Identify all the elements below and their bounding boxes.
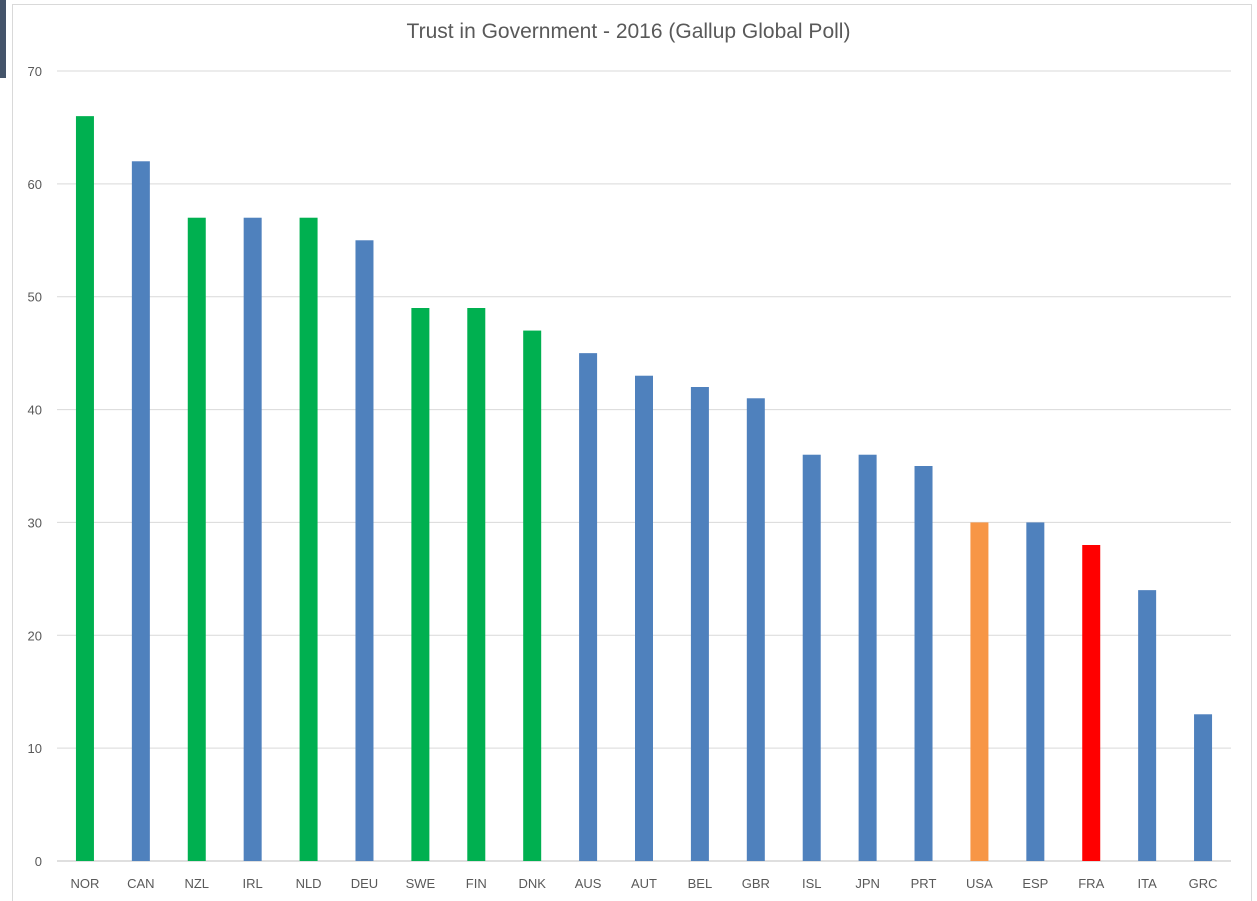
bar-dnk xyxy=(523,330,542,862)
bar-gbr xyxy=(746,398,765,861)
y-tick-label: 30 xyxy=(28,515,42,530)
y-tick-label: 20 xyxy=(28,628,42,643)
x-tick-label: NLD xyxy=(296,876,322,891)
bar-fin xyxy=(467,308,486,861)
x-tick-label: AUS xyxy=(575,876,602,891)
x-tick-label: ESP xyxy=(1022,876,1048,891)
x-tick-label: NZL xyxy=(184,876,209,891)
x-tick-label: NOR xyxy=(71,876,100,891)
y-tick-label: 60 xyxy=(28,177,42,192)
bar-fra xyxy=(1082,545,1101,861)
bar-ita xyxy=(1138,590,1157,861)
x-tick-label: SWE xyxy=(406,876,436,891)
bar-isl xyxy=(802,454,821,861)
chart-title: Trust in Government - 2016 (Gallup Globa… xyxy=(406,20,851,43)
bar-aus xyxy=(579,353,598,861)
x-tick-label: ITA xyxy=(1138,876,1158,891)
bar-bel xyxy=(690,387,709,861)
y-tick-label: 40 xyxy=(28,403,42,418)
bar-nor xyxy=(75,116,94,861)
x-tick-label: BEL xyxy=(688,876,713,891)
x-tick-label: FIN xyxy=(466,876,487,891)
x-tick-label: DNK xyxy=(518,876,546,891)
y-tick-label: 0 xyxy=(35,854,42,869)
bar-nld xyxy=(299,217,318,861)
x-tick-label: ISL xyxy=(802,876,822,891)
x-tick-label: IRL xyxy=(243,876,263,891)
x-axis: NOR CAN NZL IRL NLD DEU SWE FIN DNK AUS AUT BEL GBR I… xyxy=(71,876,1218,891)
x-tick-label: GBR xyxy=(742,876,770,891)
x-tick-label: AUT xyxy=(631,876,657,891)
x-tick-label: DEU xyxy=(351,876,378,891)
bar-grc xyxy=(1194,714,1213,861)
chart-frame xyxy=(12,4,1252,901)
x-tick-label: PRT xyxy=(911,876,937,891)
bar-usa xyxy=(970,522,989,861)
bar-deu xyxy=(355,240,374,862)
y-tick-label: 50 xyxy=(28,290,42,305)
bar-nzl xyxy=(187,217,206,861)
y-tick-label: 70 xyxy=(28,64,42,79)
x-tick-label: USA xyxy=(966,876,993,891)
bar-esp xyxy=(1026,522,1045,861)
x-tick-label: FRA xyxy=(1078,876,1104,891)
bar-can xyxy=(131,161,150,862)
bar-swe xyxy=(411,308,430,861)
x-tick-label: GRC xyxy=(1189,876,1218,891)
bar-aut xyxy=(635,375,653,861)
x-tick-label: JPN xyxy=(855,876,880,891)
x-tick-label: CAN xyxy=(127,876,154,891)
bars xyxy=(75,116,1213,862)
bar-jpn xyxy=(858,454,877,861)
bar-irl xyxy=(243,217,262,861)
window-edge-strip xyxy=(0,0,6,78)
y-axis: 0 10 20 30 40 50 60 70 xyxy=(28,64,42,869)
bar-prt xyxy=(914,466,933,861)
y-tick-label: 10 xyxy=(28,741,42,756)
